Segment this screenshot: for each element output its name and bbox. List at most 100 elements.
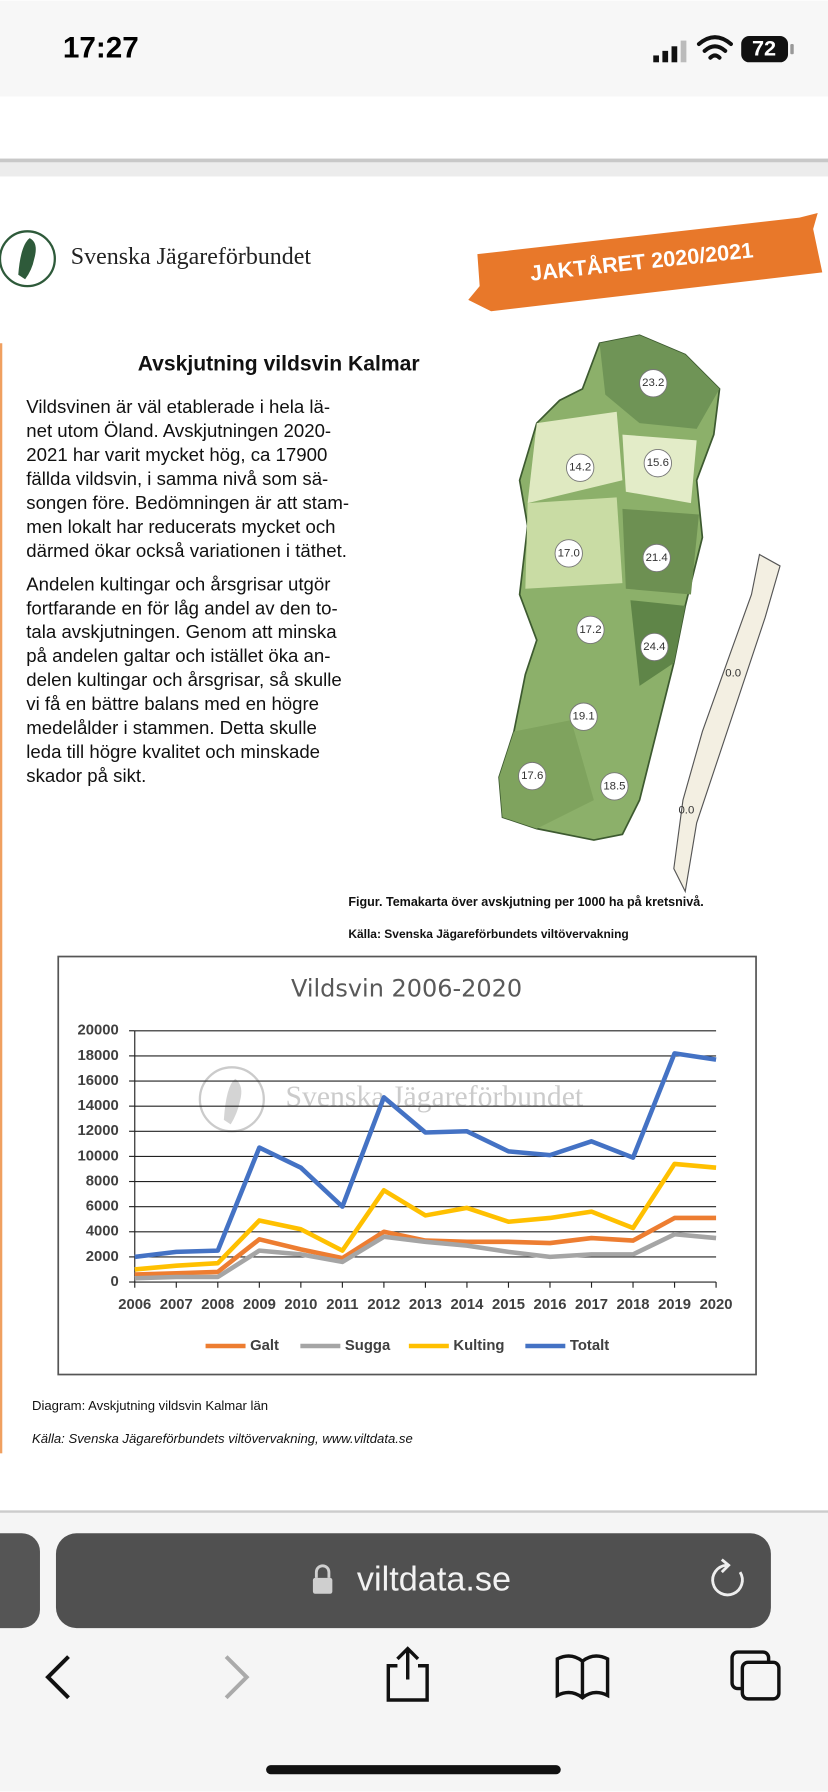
paragraph-line: leda till högre kvalitet och minskade xyxy=(26,741,320,762)
map-label: 17.2 xyxy=(579,624,601,636)
paragraph-line: tala avskjutningen. Genom att minska xyxy=(26,621,337,642)
paragraph-line: vi få en bättre balans med en högre xyxy=(26,693,319,714)
watermark-text: Svenska Jägareförbundet xyxy=(286,1081,584,1113)
y-tick-label: 8000 xyxy=(86,1173,119,1189)
map-label: 0.0 xyxy=(725,667,741,679)
series-line xyxy=(134,1161,717,1272)
heading: Avskjutning vildsvin Kalmar xyxy=(138,353,420,376)
diagram-caption: Diagram: Avskjutning vildsvin Kalmar län xyxy=(32,1398,268,1413)
x-tick-label: 2018 xyxy=(617,1297,650,1313)
y-tick-label: 14000 xyxy=(78,1098,119,1114)
forward-button[interactable] xyxy=(224,1655,250,1700)
battery-level: 72 xyxy=(752,35,776,60)
y-tick-label: 2000 xyxy=(86,1249,119,1265)
map-label-badge xyxy=(554,539,583,568)
plot: 0 2000 4000 6000 8000 10000 12000 14000 16000 180… xyxy=(78,1023,733,1354)
banner xyxy=(468,213,823,312)
watermark: Svenska Jägareförbundet xyxy=(198,1066,584,1133)
x-tick-label: 2015 xyxy=(492,1297,525,1313)
oland xyxy=(673,553,781,894)
y-tick-label: 20000 xyxy=(78,1023,119,1039)
map-label: 0.0 xyxy=(678,804,694,816)
reload-button[interactable] xyxy=(711,1558,744,1597)
x-tick-label: 2020 xyxy=(700,1297,733,1313)
y-tick-label: 0 xyxy=(111,1274,119,1290)
x-tick-label: 2010 xyxy=(284,1297,317,1313)
map-label: 23.2 xyxy=(642,377,664,389)
paragraph-line: på andelen galtar och istället öka an- xyxy=(26,645,330,666)
map-label-badge xyxy=(566,453,595,482)
share-button[interactable] xyxy=(386,1646,429,1702)
x-tick-label: 2017 xyxy=(575,1297,608,1313)
paragraph-line: songen före. Bedömningen är att stam- xyxy=(26,492,349,513)
paragraph-line: 2021 har varit mycket hög, ca 17900 xyxy=(26,444,327,465)
map-label-badge xyxy=(518,761,547,791)
x-tick-label: 2008 xyxy=(201,1297,234,1313)
home-indicator xyxy=(266,1765,561,1775)
x-tick-label: 2019 xyxy=(658,1297,691,1313)
paragraph-line: fällda vildsvin, i samma nivå som sä- xyxy=(26,468,328,489)
y-tick-label: 4000 xyxy=(86,1224,119,1240)
toolbar-strip xyxy=(0,96,828,159)
map-label: 18.5 xyxy=(603,780,625,792)
map-label: 14.2 xyxy=(569,462,591,474)
map-label-badge xyxy=(569,702,598,731)
map: 23.2 14.2 15.6 17.0 21.4 17.2 24.4 0.0 19.1 17.6 1… xyxy=(498,334,781,894)
x-tick-label: 2007 xyxy=(160,1297,193,1313)
body-text: Vildsvinen är väl etablerade i hela lä-n… xyxy=(26,396,349,786)
prev-tab[interactable] xyxy=(0,1533,40,1629)
paragraph-line: Vildsvinen är väl etablerade i hela lä- xyxy=(26,396,330,417)
y-tick-label: 10000 xyxy=(78,1148,119,1164)
paragraph-line: medelålder i stammen. Detta skulle xyxy=(26,717,317,738)
map-label-badge xyxy=(643,448,672,478)
map-label-badge xyxy=(576,615,605,645)
map-label: 17.6 xyxy=(521,770,543,782)
x-tick-label: 2006 xyxy=(118,1297,151,1313)
map-label: 24.4 xyxy=(643,641,666,653)
region xyxy=(499,720,594,829)
url[interactable]: viltdata.se xyxy=(357,1560,511,1598)
bookmarks-button[interactable] xyxy=(555,1654,610,1700)
map-labels: 23.2 14.2 15.6 17.0 21.4 17.2 24.4 0.0 19.1 17.6 1… xyxy=(518,369,741,816)
x-tick-label: 2016 xyxy=(533,1297,566,1313)
map-label: 15.6 xyxy=(647,457,669,469)
map-label: 17.0 xyxy=(558,547,580,559)
separator xyxy=(0,158,828,177)
y-tick-label: 6000 xyxy=(86,1199,119,1215)
map-caption: Figur. Temakarta över avskjutning per 10… xyxy=(348,895,703,909)
page-margin xyxy=(0,343,3,1454)
map-label-badge xyxy=(642,543,671,573)
battery xyxy=(741,36,789,63)
map-label: 19.1 xyxy=(572,711,594,723)
paragraph-line: därmed ökar också variationen i täthet. xyxy=(26,540,347,561)
legend-label: Galt xyxy=(250,1338,279,1354)
logo-text: Svenska Jägareförbundet xyxy=(71,244,312,270)
x-tick-label: 2011 xyxy=(326,1297,358,1313)
map-source: Källa: Svenska Jägareförbundets viltöver… xyxy=(348,927,628,941)
battery-tip xyxy=(790,44,794,55)
y-tick-label: 18000 xyxy=(78,1048,119,1064)
y-tick-label: 16000 xyxy=(78,1073,119,1089)
address-bar[interactable] xyxy=(55,1533,771,1629)
x-tick-label: 2009 xyxy=(243,1297,276,1313)
diagram-source: Källa: Svenska Jägareförbundets viltöver… xyxy=(32,1431,413,1446)
lock-icon xyxy=(312,1564,333,1594)
chart-title: Vildsvin 2006-2020 xyxy=(291,975,522,1003)
legend-label: Totalt xyxy=(570,1338,609,1354)
map-label-badge xyxy=(639,369,668,398)
map-label-badge xyxy=(640,632,669,662)
chart-frame xyxy=(57,955,757,1376)
map-label-badge xyxy=(600,772,629,801)
series-line xyxy=(134,1051,717,1260)
tabs-button[interactable] xyxy=(730,1650,781,1701)
signal xyxy=(653,40,687,63)
map-label: 21.4 xyxy=(646,552,669,564)
paragraph-line: men lokalt har reducerats mycket och xyxy=(26,516,335,537)
paragraph-line: delen kultingar och årsgrisar, så skulle xyxy=(26,669,342,690)
logo-bird xyxy=(18,238,36,280)
series-line xyxy=(134,1231,717,1281)
paragraph-line: net utom Öland. Avskjutningen 2020- xyxy=(26,420,331,441)
back-button[interactable] xyxy=(45,1655,70,1700)
